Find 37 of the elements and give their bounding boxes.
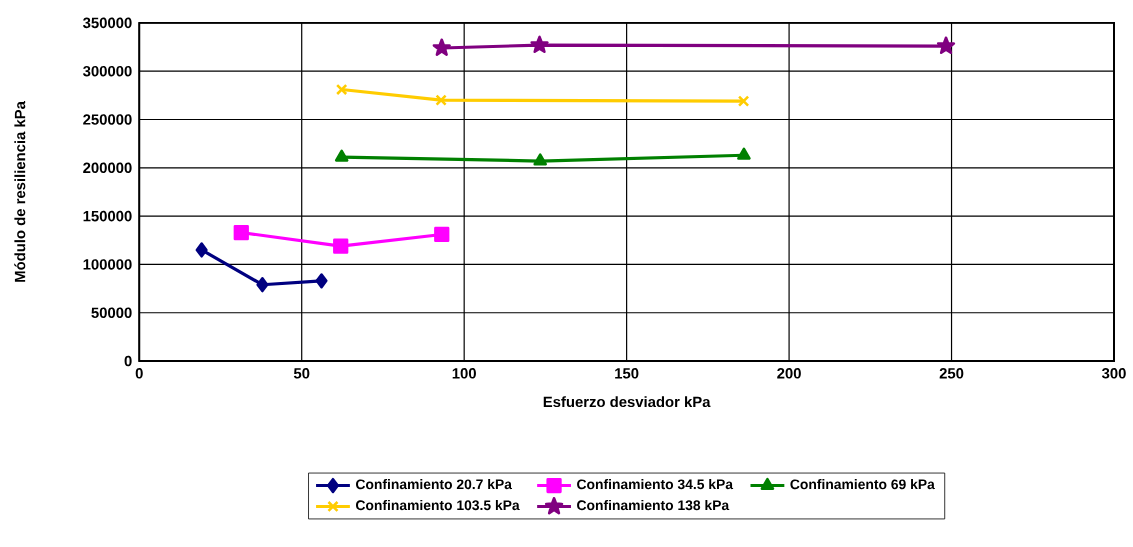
point bbox=[334, 149, 349, 162]
y-tick-label: 250000 bbox=[83, 114, 132, 125]
y-tick-label: 100000 bbox=[83, 259, 132, 270]
point bbox=[195, 242, 208, 258]
x-tick-label: 300 bbox=[1101, 368, 1126, 379]
legend-label: Confinamiento 20.7 kPa bbox=[356, 479, 513, 490]
y-tick-label: 0 bbox=[124, 355, 132, 367]
x-tick-label: 50 bbox=[293, 368, 310, 379]
y-tick-label: 150000 bbox=[83, 210, 132, 222]
x-tick-label: 250 bbox=[939, 368, 964, 379]
point bbox=[530, 35, 549, 54]
y-axis-title: Módulo de resiliencia kPa bbox=[14, 100, 26, 282]
point bbox=[737, 95, 750, 107]
point bbox=[333, 238, 349, 254]
legend-label: Confinamiento 138 kPa bbox=[577, 499, 730, 511]
point bbox=[233, 224, 249, 241]
point bbox=[434, 226, 450, 243]
point bbox=[315, 273, 328, 289]
x-tick-label: 100 bbox=[452, 368, 476, 379]
x-tick-label: 150 bbox=[615, 368, 639, 379]
y-tick-label: 50000 bbox=[91, 307, 132, 318]
x-tick-label: 0 bbox=[135, 368, 143, 379]
y-tick-label: 200000 bbox=[83, 162, 132, 174]
y-tick-label: 300000 bbox=[83, 65, 132, 77]
x-tick-label: 200 bbox=[777, 368, 801, 379]
point bbox=[335, 83, 348, 96]
legend-label: Confinamiento 34.5 kPa bbox=[577, 479, 734, 490]
legend-label: Confinamiento 103.5 kPa bbox=[356, 499, 520, 511]
point bbox=[435, 94, 447, 106]
point bbox=[533, 153, 547, 166]
point bbox=[432, 38, 451, 56]
y-tick-label: 350000 bbox=[83, 17, 132, 29]
point bbox=[256, 277, 269, 293]
legend-label: Confinamiento 69 kPa bbox=[790, 479, 935, 490]
point bbox=[737, 147, 751, 160]
x-axis-title: Esfuerzo desviador kPa bbox=[543, 396, 711, 408]
point bbox=[936, 36, 956, 55]
